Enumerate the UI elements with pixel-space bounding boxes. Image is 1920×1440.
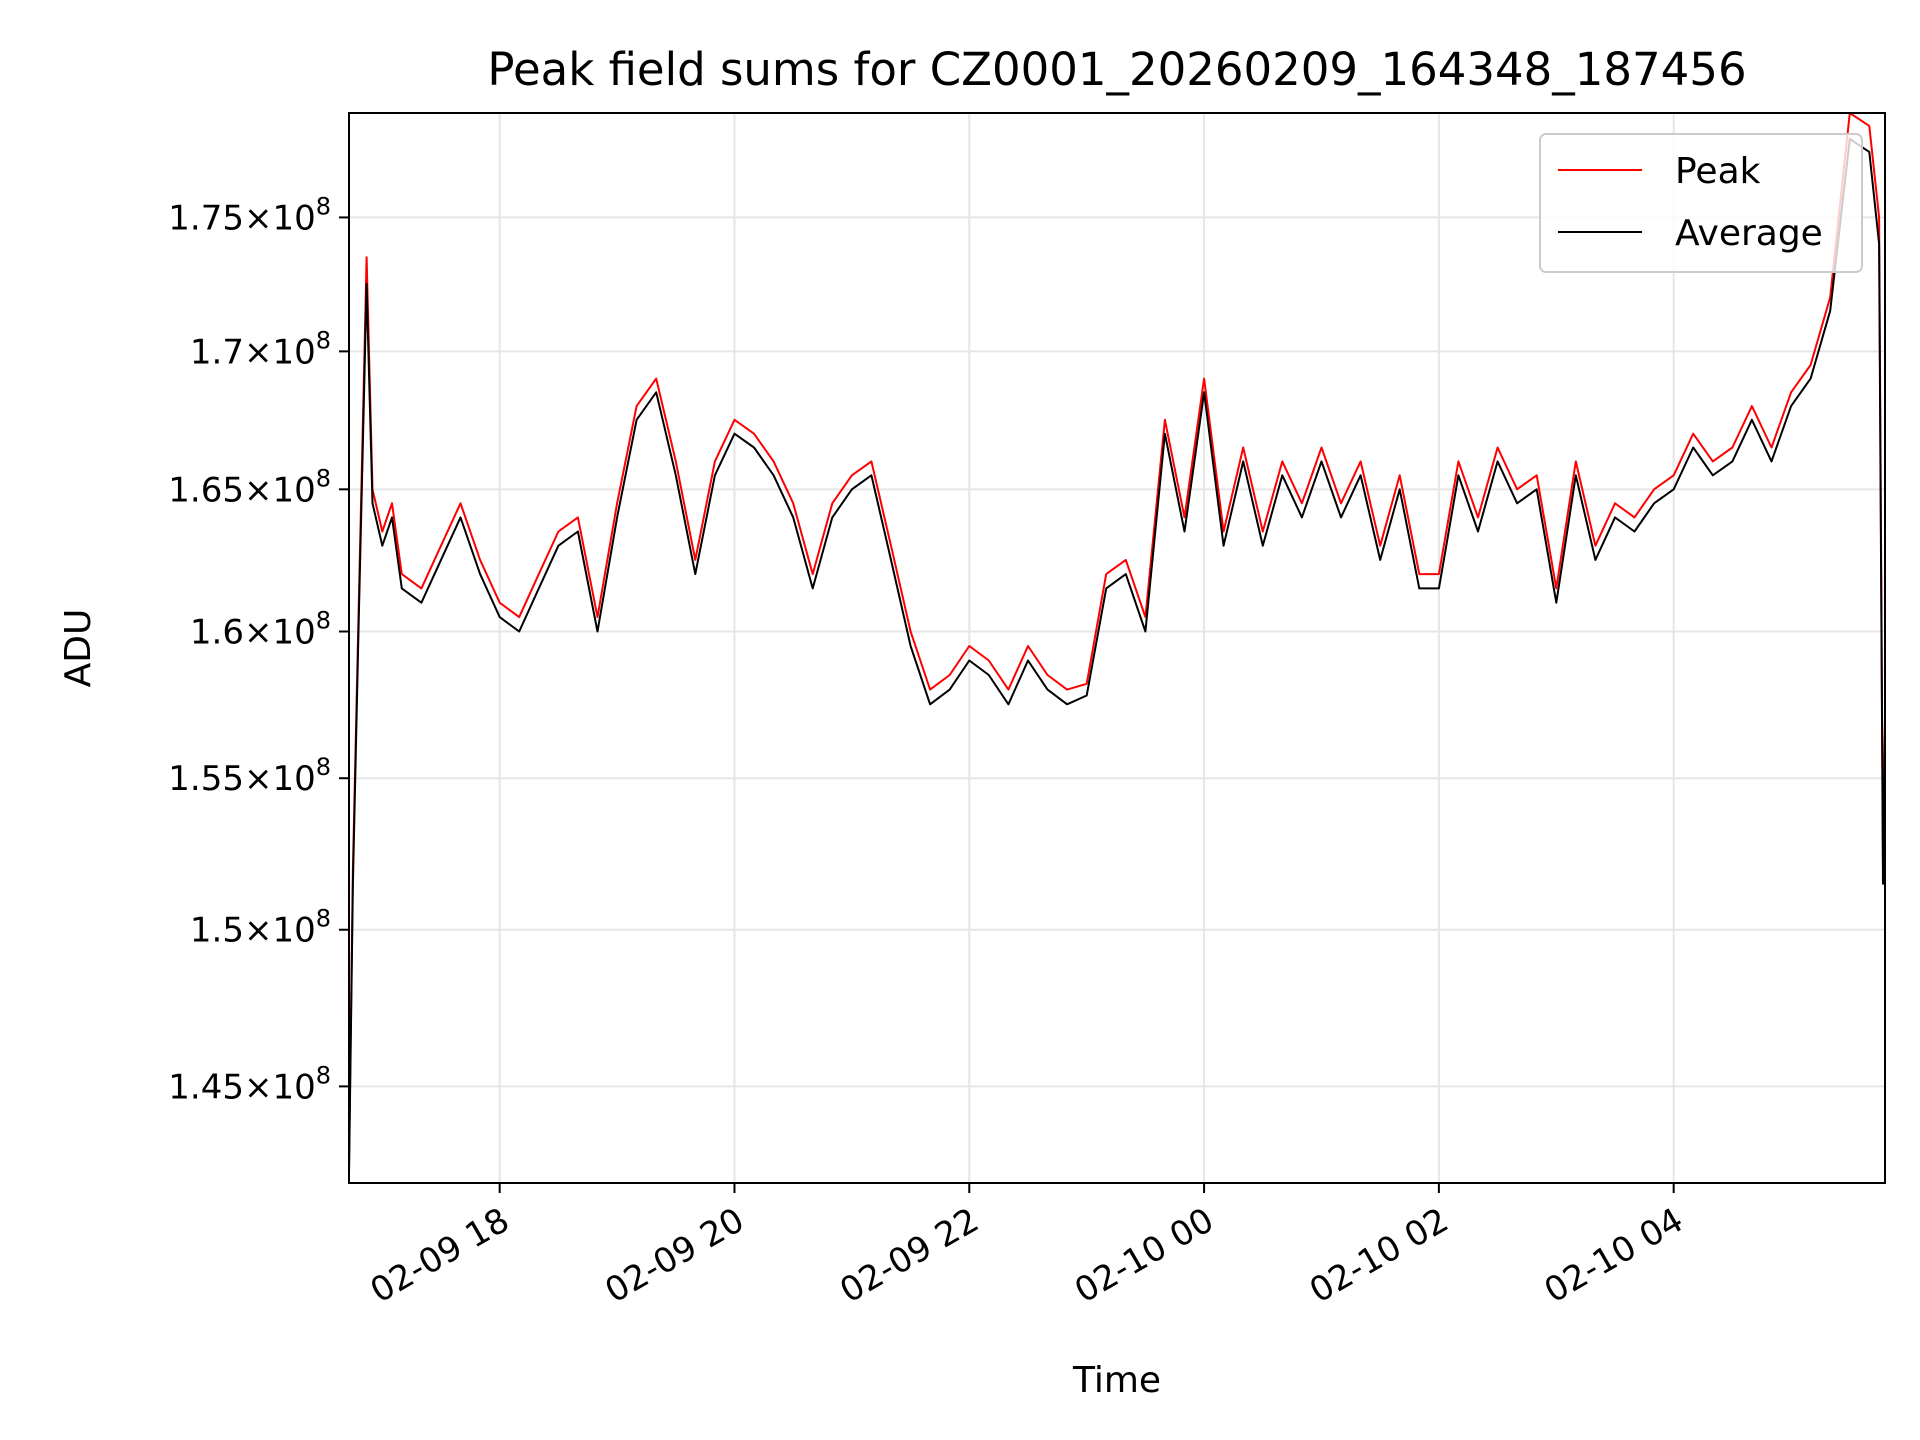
y-tick-mantissa: 1.65 — [168, 470, 244, 510]
series-line-average — [349, 137, 1885, 1174]
y-tick-mantissa: 1.55 — [168, 759, 244, 799]
y-tick-exponent: 8 — [316, 326, 331, 354]
y-tick-label: 1.55×108 — [168, 753, 331, 799]
y-tick-label: 1.75×108 — [168, 192, 331, 238]
y-tick-times: ×10 — [244, 911, 316, 951]
y-tick-mantissa: 1.45 — [168, 1067, 244, 1107]
y-tick-times: ×10 — [244, 470, 316, 510]
y-tick-exponent: 8 — [316, 192, 331, 220]
plot-frame — [348, 112, 1886, 1184]
y-tick-exponent: 8 — [316, 607, 331, 635]
legend-label-peak: Peak — [1675, 151, 1761, 192]
legend-label-average: Average — [1675, 213, 1823, 254]
x-axis-label: Time — [1072, 1360, 1161, 1401]
y-tick-times: ×10 — [244, 759, 316, 799]
y-axis-label: ADU — [58, 609, 99, 688]
y-tick-label: 1.7×108 — [190, 326, 331, 372]
grid — [349, 113, 1885, 1183]
y-tick-label: 1.5×108 — [190, 905, 331, 951]
y-tick-mantissa: 1.6 — [190, 613, 244, 653]
legend-box — [1539, 133, 1863, 273]
y-tick-exponent: 8 — [316, 753, 331, 781]
y-tick-times: ×10 — [244, 198, 316, 238]
y-tick-label: 1.45×108 — [168, 1061, 331, 1107]
y-tick-label: 1.6×108 — [190, 607, 331, 653]
chart-title: Peak field sums for CZ0001_20260209_1643… — [487, 43, 1746, 96]
series-line-peak — [349, 113, 1885, 1167]
y-tick-mantissa: 1.7 — [190, 332, 244, 372]
y-tick-times: ×10 — [244, 332, 316, 372]
y-tick-times: ×10 — [244, 613, 316, 653]
y-tick-exponent: 8 — [316, 1061, 331, 1089]
y-tick-mantissa: 1.5 — [190, 911, 244, 951]
y-tick-exponent: 8 — [316, 464, 331, 492]
y-tick-exponent: 8 — [316, 905, 331, 933]
legend: Peak Average — [1539, 133, 1863, 273]
y-tick-times: ×10 — [244, 1067, 316, 1107]
y-tick-mantissa: 1.75 — [168, 198, 244, 238]
series-layer — [349, 113, 1885, 1174]
y-tick-label: 1.65×108 — [168, 464, 331, 510]
y-axis: 1.45×1081.5×1081.55×1081.6×1081.65×1081.… — [168, 192, 349, 1107]
